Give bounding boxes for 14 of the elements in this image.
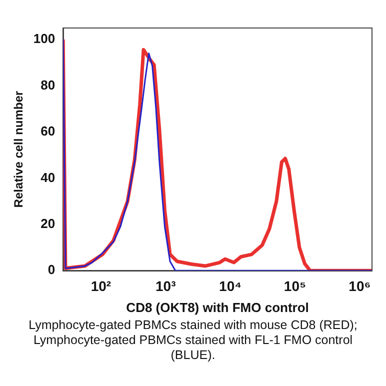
y-tick-label: 0 <box>48 262 56 278</box>
text: Lymphocyte-gated PBMCs stained with mouse CD8 (RED); Lymphocyte-gated PBMCs stained with FL-1 FMO control (BLUE). <box>28 318 358 363</box>
x-tick-label: 10⁴ <box>219 278 242 294</box>
x-tick-label: 10² <box>90 278 112 294</box>
x-axis-title: CD8 (OKT8) with FMO control <box>126 300 309 315</box>
y-tick-label: 80 <box>40 77 56 92</box>
y-tick-label: 20 <box>40 216 56 231</box>
y-tick-label: 100 <box>33 31 56 46</box>
x-tick-label: 10⁶ <box>348 278 371 294</box>
y-tick-label: 40 <box>40 170 56 185</box>
x-tick-label: 10⁵ <box>284 278 306 294</box>
y-tick-label: 60 <box>40 124 56 139</box>
y-axis-title: Relative cell number <box>12 90 26 208</box>
x-tick-label: 10³ <box>156 278 176 294</box>
